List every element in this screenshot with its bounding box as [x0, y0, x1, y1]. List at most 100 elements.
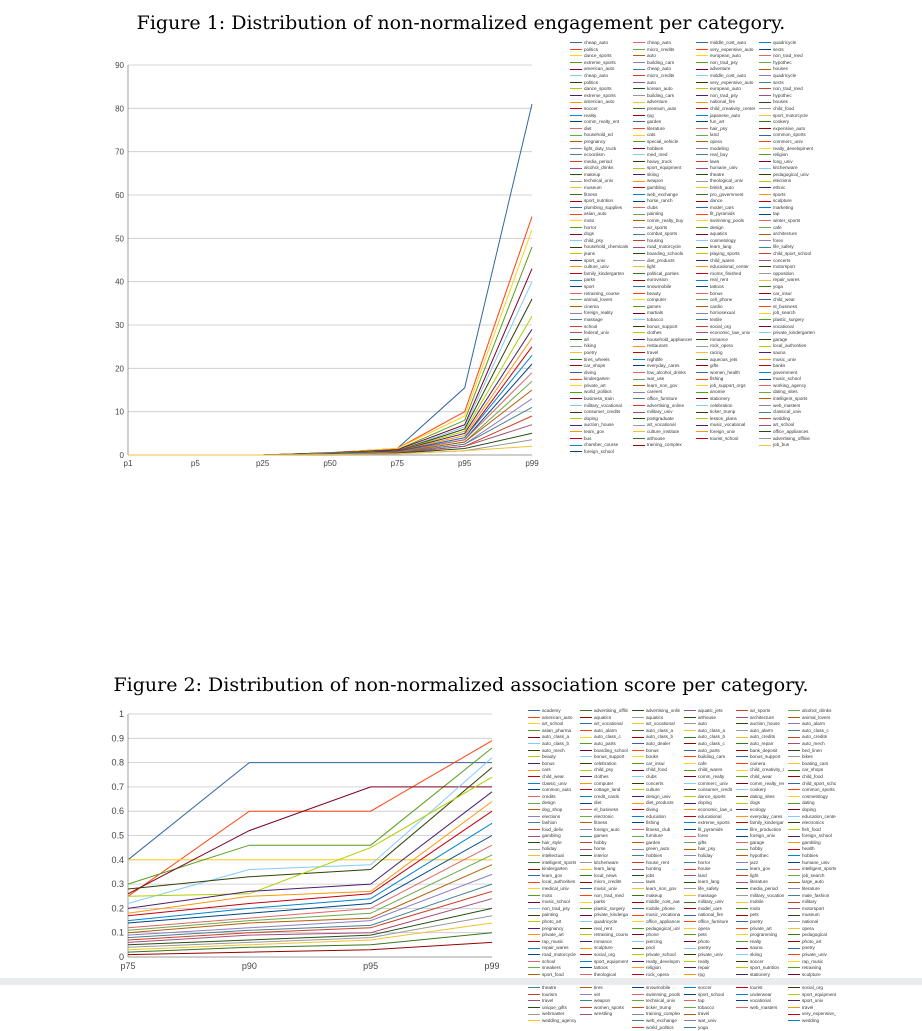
- legend-label: dance_sports: [584, 86, 612, 91]
- legend-swatch: [788, 869, 800, 870]
- legend-entry: concerts: [759, 258, 818, 265]
- legend-entry: programming: [736, 932, 784, 939]
- legend-swatch: [633, 135, 645, 136]
- legend-entry: design: [528, 800, 576, 807]
- legend-swatch: [528, 789, 540, 790]
- legend-label: horror: [698, 860, 710, 865]
- legend-swatch: [736, 888, 748, 889]
- legend-swatch: [632, 915, 644, 916]
- legend-entry: bonus_support: [580, 754, 628, 761]
- legend-swatch: [736, 816, 748, 817]
- legend-label: auto_credits: [802, 734, 827, 739]
- legend-entry: auto_parts: [684, 748, 732, 755]
- legend-entry: real_buy: [696, 152, 755, 159]
- legend-label: pregnancy: [584, 139, 605, 144]
- legend-label: media_period: [584, 159, 612, 164]
- legend-swatch: [632, 1000, 644, 1001]
- legend-swatch: [759, 299, 771, 300]
- legend-label: learn_non_gov: [647, 383, 677, 388]
- legend-label: military_vocational: [584, 403, 622, 408]
- legend-entry: clubs: [632, 774, 680, 781]
- legend-label: rooms_finished: [710, 271, 741, 276]
- legend-entry: child_wares: [696, 258, 755, 265]
- legend-swatch: [788, 842, 800, 843]
- legend-label: fitness: [584, 192, 597, 197]
- legend-entry: government: [759, 370, 818, 377]
- legend-entry: extreme_sports: [570, 93, 629, 100]
- legend-entry: snowmobile: [632, 985, 680, 992]
- legend-entry: dance_sports: [684, 794, 732, 801]
- legend-swatch: [788, 849, 800, 850]
- figure-2-caption: Figure 2: Distribution of non-normalized…: [0, 674, 922, 696]
- legend-label: museum: [584, 185, 602, 190]
- legend-entry: diving: [632, 807, 680, 814]
- legend-entry: auto_class_b: [684, 734, 732, 741]
- legend-swatch: [633, 55, 645, 56]
- legend-label: rock_opera: [710, 343, 733, 348]
- legend-entry: school: [528, 959, 576, 966]
- legend-label: foreign_school: [584, 449, 614, 454]
- legend-swatch: [632, 717, 644, 718]
- legend-entry: hypothec: [759, 93, 818, 100]
- legend-entry: religion: [759, 152, 818, 159]
- legend-label: rap_music: [802, 959, 823, 964]
- legend-entry: office_appliances: [759, 429, 818, 436]
- legend-label: child_sport_school: [773, 251, 811, 256]
- legend-label: poetry: [698, 945, 711, 950]
- legend-swatch: [570, 352, 582, 353]
- legend-swatch: [633, 385, 645, 386]
- legend-entry: japanese_auto: [696, 113, 755, 120]
- legend-entry: auto_class_a: [528, 734, 576, 741]
- legend-label: dance_sports: [698, 794, 726, 799]
- legend-entry: comm_realty: [684, 774, 732, 781]
- legend-entry: stationery: [696, 396, 755, 403]
- x-tick-label: p99: [484, 961, 499, 971]
- legend-label: jeans: [584, 251, 595, 256]
- legend-label: long_univ: [773, 159, 793, 164]
- legend-swatch: [759, 352, 771, 353]
- legend-entry: light: [736, 873, 784, 880]
- legend-entry: jazz: [736, 860, 784, 867]
- legend-label: opera: [710, 139, 722, 144]
- legend-label: music_school: [773, 376, 801, 381]
- legend-swatch: [633, 293, 645, 294]
- legend-swatch: [632, 789, 644, 790]
- x-tick-label: p1: [124, 459, 133, 468]
- legend-label: hair_style: [542, 840, 562, 845]
- legend-label: office_appliances: [773, 429, 808, 434]
- legend-entry: child_psy: [570, 238, 629, 245]
- legend-label: photo_art: [802, 939, 821, 944]
- legend-entry: bonus: [528, 761, 576, 768]
- legend-entry: massage: [684, 893, 732, 900]
- legend-entry: local_news: [580, 873, 628, 880]
- legend-swatch: [684, 849, 696, 850]
- legend-label: classical_univ: [773, 409, 801, 414]
- legend-swatch: [570, 247, 582, 248]
- legend-label: land: [710, 132, 719, 137]
- legend-label: swimming_pools: [710, 218, 744, 223]
- legend-label: bonus_support: [594, 754, 624, 759]
- legend-label: arthouse: [698, 715, 716, 720]
- legend-entry: foreign_school: [788, 833, 836, 840]
- legend-label: books: [646, 754, 658, 759]
- legend-entry: child_wear: [736, 774, 784, 781]
- legend-swatch: [633, 168, 645, 169]
- legend-label: media_period: [750, 886, 778, 891]
- legend-swatch: [570, 135, 582, 136]
- legend-swatch: [528, 862, 540, 863]
- legend-entry: computer: [633, 297, 692, 304]
- legend-swatch: [633, 273, 645, 274]
- legend-swatch: [633, 214, 645, 215]
- legend-label: car_shops: [802, 767, 823, 772]
- legend-swatch: [632, 1007, 644, 1008]
- legend-swatch: [633, 253, 645, 254]
- legend-entry: literature: [736, 879, 784, 886]
- legend-swatch: [570, 55, 582, 56]
- legend-label: web_masters: [773, 403, 800, 408]
- legend-label: model_cars: [698, 906, 722, 911]
- legend-label: repair_wares: [773, 277, 800, 282]
- legend-label: houses: [773, 66, 788, 71]
